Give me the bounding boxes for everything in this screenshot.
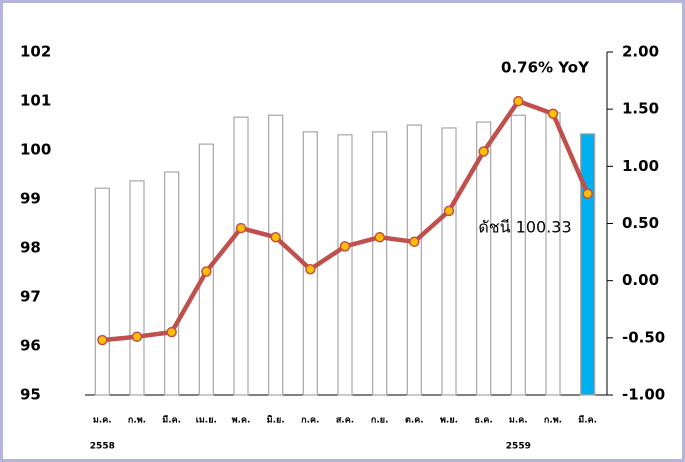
- yoy-marker: [478, 146, 489, 157]
- y-tick-label: 102: [20, 43, 51, 61]
- yoy-marker: [97, 334, 108, 346]
- yoy-marker: [409, 236, 420, 248]
- y-tick-label: 98: [20, 239, 41, 257]
- bar: [510, 114, 526, 396]
- yoy-marker: [547, 108, 559, 119]
- x-tick-label: ก.พ.: [544, 416, 562, 426]
- y-tick-label: 101: [20, 92, 51, 110]
- y2-tick-label: 1.00: [622, 157, 659, 175]
- x-tick-label: มี.ค.: [162, 415, 181, 426]
- y-tick-label: 96: [20, 337, 41, 355]
- yoy-annotation: 0.76% YoY: [501, 59, 590, 77]
- yoy-marker: [305, 263, 316, 275]
- bar: [94, 187, 110, 396]
- bar: [545, 112, 561, 396]
- y-tick-label: 95: [20, 386, 41, 404]
- yoy-marker: [166, 326, 177, 338]
- yoy-marker: [443, 205, 455, 217]
- y2-tick-label: 0.00: [622, 271, 659, 289]
- x-tick-label: ม.ค.: [93, 416, 112, 426]
- yoy-marker: [131, 331, 143, 342]
- bar: [580, 133, 596, 396]
- year-label: 2558: [90, 442, 115, 452]
- y2-tick-label: -1.00: [622, 386, 665, 404]
- bar: [268, 114, 284, 396]
- bar: [441, 127, 457, 396]
- y2-tick-label: 1.50: [622, 100, 659, 118]
- bar: [337, 134, 353, 396]
- x-tick-label: มี.ค.: [578, 415, 597, 426]
- x-tick-label: ก.ค.: [301, 416, 319, 426]
- bar: [164, 171, 180, 396]
- bar: [476, 121, 492, 396]
- x-tick-label: ต.ค.: [405, 416, 424, 426]
- x-tick-label: ธ.ค.: [474, 416, 492, 426]
- bar: [406, 124, 422, 396]
- y-tick-label: 99: [20, 190, 41, 208]
- x-tick-label: ก.ย.: [371, 416, 389, 426]
- y2-tick-label: 2.00: [622, 43, 659, 61]
- bar: [372, 131, 388, 396]
- x-tick-label: พ.ย.: [440, 416, 458, 426]
- x-tick-label: พ.ค.: [232, 416, 251, 426]
- x-tick-label: มิ.ย.: [267, 415, 285, 426]
- yoy-marker: [270, 231, 281, 243]
- x-tick-label: ส.ค.: [336, 416, 354, 426]
- yoy-marker: [235, 222, 247, 234]
- y-tick-label: 100: [20, 141, 51, 159]
- x-tick-label: ก.พ.: [128, 416, 146, 426]
- yoy-marker: [339, 241, 351, 252]
- y2-tick-label: 0.50: [622, 214, 659, 232]
- yoy-marker: [374, 231, 385, 243]
- yoy-marker: [513, 95, 524, 107]
- y2-tick-label: -0.50: [622, 328, 665, 346]
- x-tick-label: เม.ย.: [196, 416, 217, 426]
- y-tick-label: 97: [20, 288, 41, 306]
- index-annotation: ดัชนี 100.33: [478, 218, 571, 237]
- year-label: 2559: [506, 442, 531, 452]
- bar: [129, 180, 145, 396]
- yoy-marker: [201, 266, 212, 277]
- yoy-marker: [582, 188, 593, 200]
- bar: [233, 116, 249, 396]
- x-tick-label: ม.ค.: [509, 416, 528, 426]
